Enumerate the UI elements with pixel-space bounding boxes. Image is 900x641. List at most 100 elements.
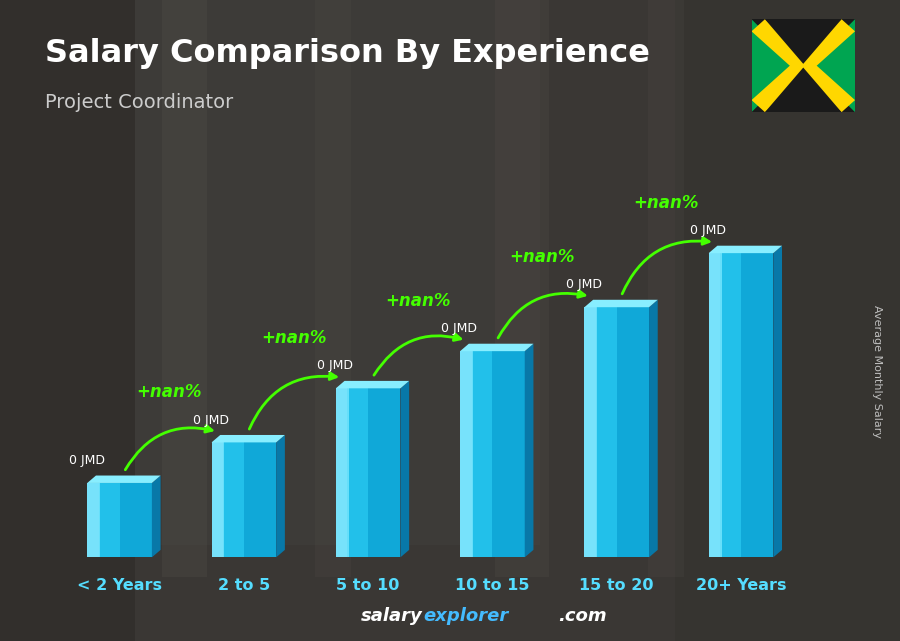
Polygon shape: [475, 351, 477, 557]
Polygon shape: [385, 388, 388, 557]
Polygon shape: [711, 253, 713, 557]
Text: +nan%: +nan%: [261, 329, 327, 347]
Polygon shape: [212, 442, 223, 557]
Polygon shape: [213, 442, 216, 557]
Polygon shape: [224, 442, 227, 557]
Text: 0 JMD: 0 JMD: [193, 413, 229, 426]
Polygon shape: [340, 388, 342, 557]
Polygon shape: [353, 388, 356, 557]
Polygon shape: [238, 442, 239, 557]
Bar: [315, 0, 351, 577]
Polygon shape: [587, 307, 589, 557]
Polygon shape: [612, 307, 615, 557]
Polygon shape: [506, 351, 508, 557]
Polygon shape: [135, 483, 137, 557]
Polygon shape: [760, 253, 762, 557]
Bar: [648, 0, 684, 577]
Polygon shape: [484, 351, 486, 557]
Polygon shape: [598, 307, 599, 557]
Polygon shape: [589, 307, 591, 557]
Text: +nan%: +nan%: [137, 383, 202, 401]
Polygon shape: [149, 483, 152, 557]
Polygon shape: [346, 388, 349, 557]
Polygon shape: [762, 253, 765, 557]
Polygon shape: [216, 442, 218, 557]
Polygon shape: [231, 442, 233, 557]
Polygon shape: [632, 307, 634, 557]
Polygon shape: [96, 483, 98, 557]
Polygon shape: [100, 483, 103, 557]
Polygon shape: [593, 307, 595, 557]
Polygon shape: [399, 388, 400, 557]
Polygon shape: [460, 351, 463, 557]
Polygon shape: [477, 351, 480, 557]
Polygon shape: [647, 307, 649, 557]
Polygon shape: [750, 253, 751, 557]
Polygon shape: [591, 307, 593, 557]
Polygon shape: [122, 483, 124, 557]
Polygon shape: [726, 253, 728, 557]
Polygon shape: [708, 246, 782, 253]
Polygon shape: [743, 253, 745, 557]
Polygon shape: [713, 253, 716, 557]
Polygon shape: [615, 307, 616, 557]
Polygon shape: [336, 388, 347, 557]
Polygon shape: [745, 253, 748, 557]
Polygon shape: [274, 442, 276, 557]
Polygon shape: [124, 483, 126, 557]
Polygon shape: [499, 351, 501, 557]
Polygon shape: [501, 351, 503, 557]
Polygon shape: [734, 253, 737, 557]
Polygon shape: [246, 442, 248, 557]
Polygon shape: [233, 442, 235, 557]
Polygon shape: [627, 307, 630, 557]
Polygon shape: [338, 388, 340, 557]
Polygon shape: [336, 388, 338, 557]
Polygon shape: [212, 442, 213, 557]
Polygon shape: [364, 388, 366, 557]
Polygon shape: [767, 253, 769, 557]
Polygon shape: [111, 483, 113, 557]
Text: .com: .com: [558, 607, 607, 625]
Polygon shape: [109, 483, 111, 557]
Polygon shape: [104, 483, 106, 557]
Polygon shape: [266, 442, 267, 557]
Polygon shape: [616, 307, 619, 557]
Polygon shape: [113, 483, 115, 557]
Polygon shape: [523, 351, 525, 557]
Polygon shape: [584, 307, 587, 557]
Polygon shape: [356, 388, 357, 557]
Polygon shape: [595, 307, 598, 557]
Polygon shape: [87, 476, 160, 483]
Polygon shape: [256, 442, 259, 557]
Polygon shape: [644, 307, 647, 557]
Polygon shape: [132, 483, 135, 557]
Polygon shape: [259, 442, 261, 557]
Polygon shape: [630, 307, 632, 557]
Polygon shape: [255, 442, 256, 557]
Polygon shape: [270, 442, 272, 557]
Polygon shape: [239, 442, 242, 557]
Text: explorer: explorer: [423, 607, 508, 625]
Polygon shape: [621, 307, 623, 557]
Polygon shape: [143, 483, 146, 557]
Polygon shape: [253, 442, 255, 557]
Polygon shape: [227, 442, 229, 557]
Polygon shape: [218, 442, 220, 557]
Polygon shape: [267, 442, 270, 557]
Polygon shape: [396, 388, 399, 557]
Polygon shape: [357, 388, 359, 557]
Text: Project Coordinator: Project Coordinator: [45, 93, 233, 112]
Polygon shape: [497, 351, 499, 557]
Polygon shape: [471, 351, 473, 557]
Polygon shape: [730, 253, 733, 557]
Polygon shape: [469, 351, 471, 557]
Polygon shape: [480, 351, 482, 557]
Polygon shape: [349, 388, 351, 557]
Polygon shape: [220, 442, 222, 557]
Polygon shape: [771, 253, 773, 557]
Polygon shape: [128, 483, 130, 557]
Polygon shape: [634, 307, 636, 557]
Polygon shape: [130, 483, 132, 557]
Polygon shape: [336, 381, 410, 388]
